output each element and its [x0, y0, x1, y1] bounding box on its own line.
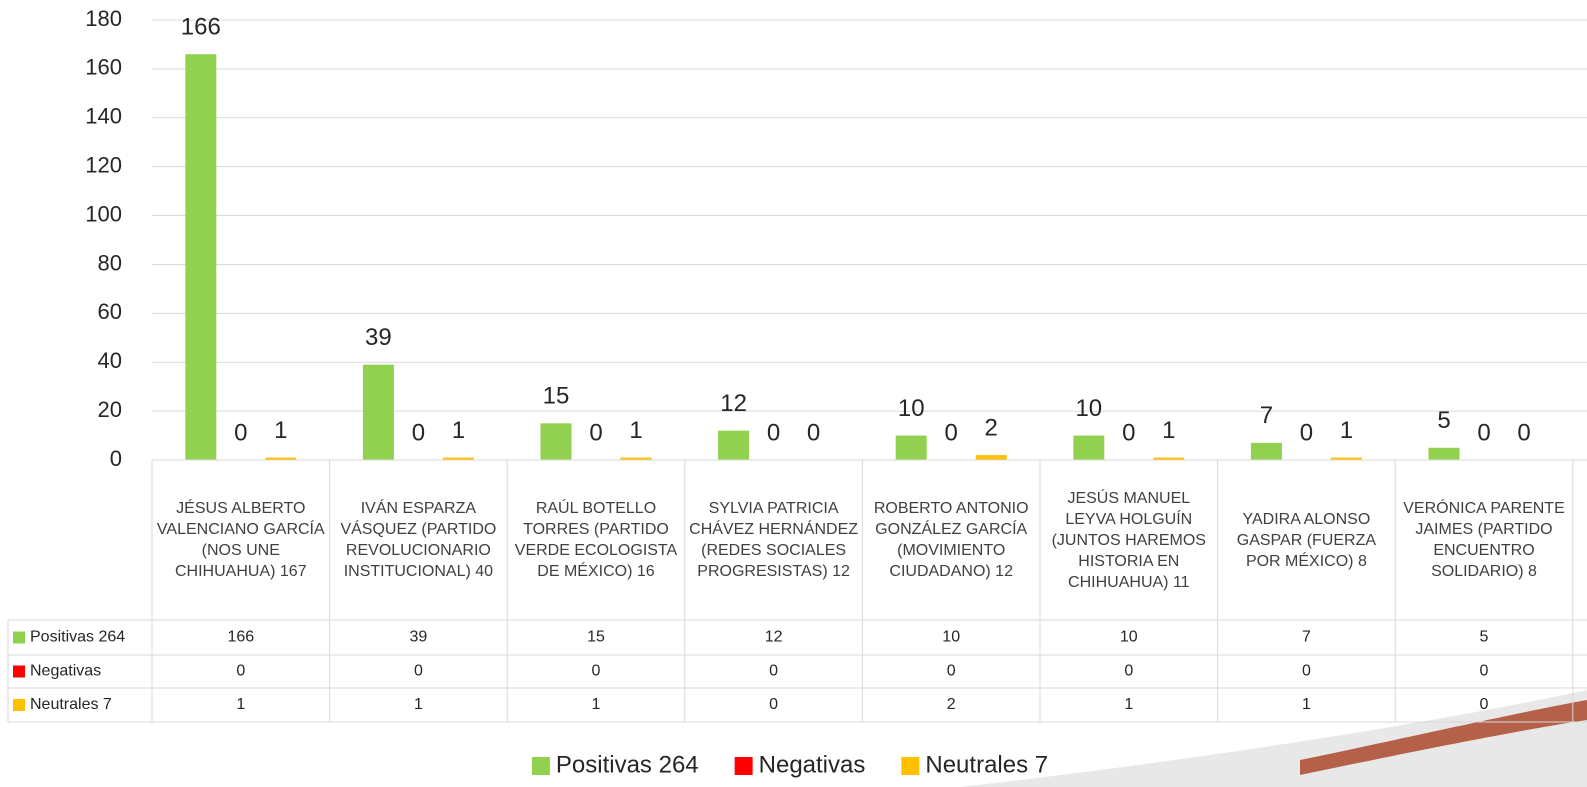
data-label: 1: [629, 417, 642, 444]
table-cell: 0: [1124, 663, 1133, 680]
y-tick-label: 100: [85, 201, 122, 226]
data-label: 0: [767, 419, 780, 446]
legend-label: Positivas 264: [556, 751, 699, 778]
data-label: 2: [985, 414, 998, 441]
x-tick-label: RAÚL BOTELLO TORRES (PARTIDO VERDE ECOLO…: [514, 500, 678, 580]
legend-label: Neutrales 7: [925, 751, 1048, 778]
table-cell: 10: [1120, 629, 1138, 646]
bar: [265, 457, 297, 460]
table-cell: 7: [1302, 629, 1311, 646]
x-tick-label: JÉSUS ALBERTO VALENCIANO GARCÍA (NOS UNE…: [156, 500, 325, 580]
bar: [1330, 457, 1362, 460]
table-cell: 1: [592, 696, 601, 713]
data-label: 0: [412, 419, 425, 446]
bar: [185, 54, 217, 460]
y-tick-label: 0: [110, 446, 122, 471]
table-cell: 15: [587, 629, 605, 646]
x-tick-label: VERÓNICA PARENTE JAIMES (PARTIDO ENCUENT…: [1403, 500, 1565, 580]
data-label: 0: [1517, 419, 1530, 446]
table-cell: 0: [414, 663, 423, 680]
bar: [718, 430, 750, 460]
data-label: 0: [1300, 419, 1313, 446]
table-cell: 1: [414, 696, 423, 713]
table-cell: 5: [1480, 629, 1489, 646]
bar: [1428, 447, 1460, 460]
legend-key: [531, 757, 550, 775]
table-cell: 12: [765, 629, 783, 646]
decoration: [1300, 700, 1587, 775]
y-tick-label: 80: [98, 250, 122, 275]
bar: [442, 457, 474, 460]
bar: [895, 435, 927, 460]
y-tick-label: 40: [98, 348, 122, 373]
table-cell: 0: [769, 663, 778, 680]
y-tick-label: 20: [98, 397, 122, 422]
decoration: [960, 690, 1587, 787]
bar: [362, 364, 394, 460]
data-label: 0: [589, 419, 602, 446]
table-cell: 0: [236, 663, 245, 680]
data-label: 10: [1075, 395, 1102, 422]
legend-key: [901, 757, 920, 775]
legend-key: [734, 757, 753, 775]
data-label: 5: [1437, 407, 1450, 434]
x-tick-label: IVÁN ESPARZA VÁSQUEZ (PARTIDO REVOLUCION…: [340, 500, 497, 580]
bar: [540, 423, 572, 460]
legend-label: Negativas: [759, 751, 866, 778]
y-tick-label: 140: [85, 104, 122, 129]
bar: [1250, 442, 1282, 460]
table-row-label: Negativas: [30, 663, 101, 680]
table-row-label: Neutrales 7: [30, 696, 112, 713]
table-cell: 0: [592, 663, 601, 680]
data-label: 15: [543, 383, 570, 410]
table-cell: 2: [947, 696, 956, 713]
table-cell: 0: [947, 663, 956, 680]
x-tick-label: SYLVIA PATRICIA CHÁVEZ HERNÁNDEZ (REDES …: [689, 500, 859, 580]
x-tick-label: ROBERTO ANTONIO GONZÁLEZ GARCÍA (MOVIMIE…: [873, 500, 1029, 580]
table-cell: 166: [227, 629, 254, 646]
table-cell: 0: [769, 696, 778, 713]
table-cell: 39: [410, 629, 428, 646]
y-tick-label: 120: [85, 152, 122, 177]
data-label: 1: [1340, 417, 1353, 444]
x-tick-label: JESÚS MANUEL LEYVA HOLGUÍN (JUNTOS HAREM…: [1051, 489, 1206, 591]
x-tick-label: YADIRA ALONSO GASPAR (FUERZA POR MÉXICO)…: [1236, 510, 1377, 570]
data-label: 39: [365, 324, 392, 351]
table-cell: 1: [1124, 696, 1133, 713]
data-label: 1: [1162, 417, 1175, 444]
y-tick-label: 60: [98, 299, 122, 324]
data-label: 0: [945, 419, 958, 446]
bar: [975, 455, 1007, 460]
table-cell: 1: [236, 696, 245, 713]
data-label: 166: [181, 14, 221, 41]
data-label: 0: [1122, 419, 1135, 446]
data-label: 0: [234, 419, 247, 446]
table-cell: 0: [1480, 696, 1489, 713]
table-cell: 10: [942, 629, 960, 646]
bar: [1153, 457, 1185, 460]
table-cell: 0: [1480, 663, 1489, 680]
data-label: 12: [720, 390, 747, 417]
data-label: 0: [1477, 419, 1490, 446]
bar: [1073, 435, 1105, 460]
data-label: 0: [807, 419, 820, 446]
y-tick-label: 160: [85, 55, 122, 80]
table-cell: 1: [1302, 696, 1311, 713]
table-legend-key: [13, 631, 25, 644]
table-legend-key: [13, 665, 25, 678]
table-legend-key: [13, 699, 25, 711]
data-label: 1: [452, 417, 465, 444]
data-label: 10: [898, 395, 925, 422]
data-label: 1: [274, 417, 287, 444]
table-row-label: Positivas 264: [30, 629, 125, 646]
table-cell: 0: [1302, 663, 1311, 680]
data-label: 7: [1260, 402, 1273, 429]
y-tick-label: 180: [85, 6, 122, 31]
bar: [620, 457, 652, 460]
